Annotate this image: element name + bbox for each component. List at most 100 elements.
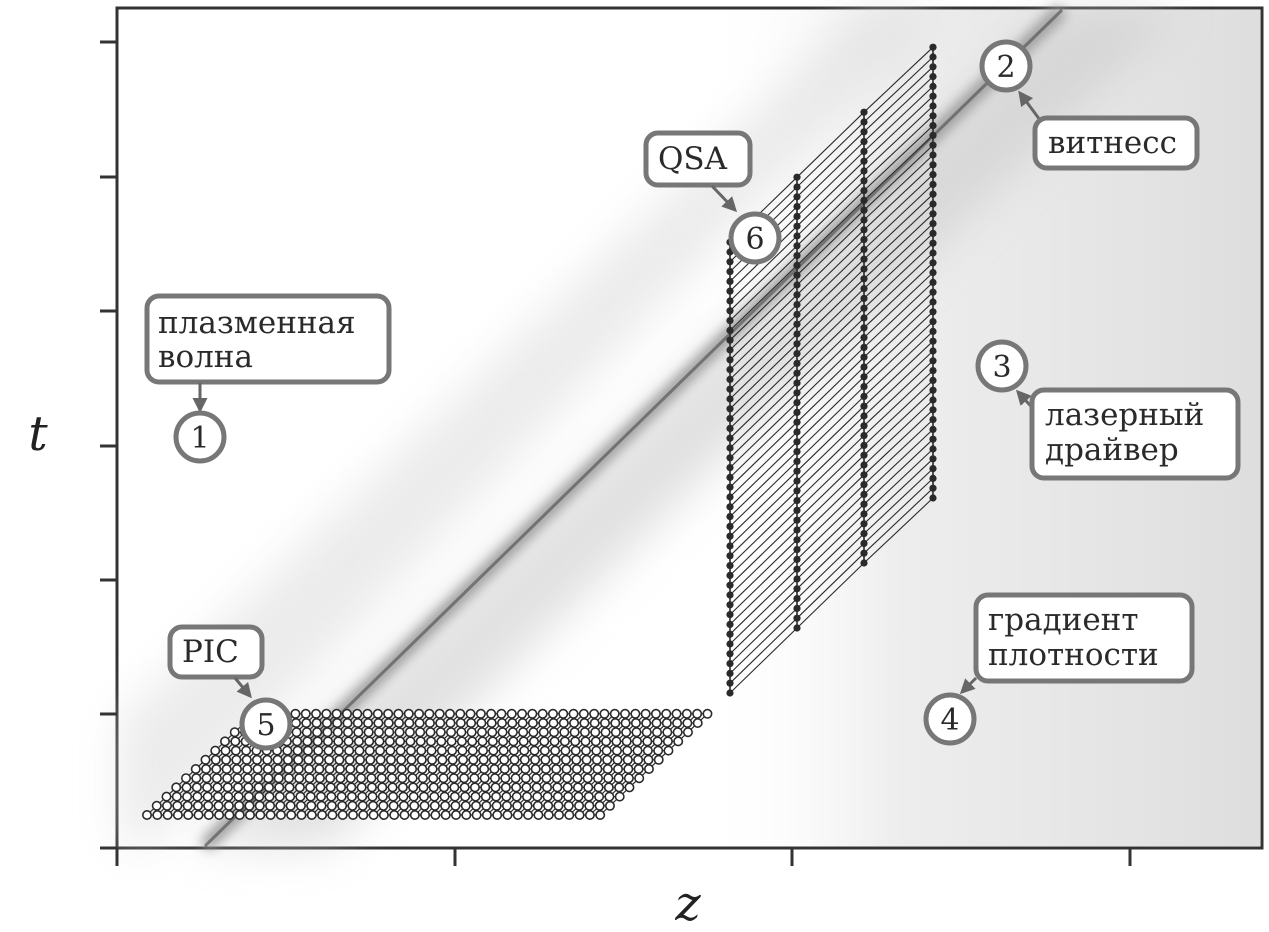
qsa-hatch-line xyxy=(863,76,934,143)
pic-node xyxy=(335,773,346,784)
qsa-grid xyxy=(726,43,937,697)
qsa-hatch-line xyxy=(729,617,798,684)
pic-node xyxy=(306,800,317,811)
pic-node xyxy=(409,800,420,811)
qsa-node xyxy=(929,386,937,394)
svg-text:2: 2 xyxy=(996,50,1015,85)
qsa-node xyxy=(929,298,937,306)
pic-node xyxy=(468,763,479,774)
pic-node xyxy=(290,717,301,728)
qsa-node xyxy=(929,73,937,81)
qsa-node xyxy=(726,473,734,481)
qsa-hatch-line xyxy=(729,245,798,312)
qsa-node xyxy=(929,151,937,159)
qsa-node xyxy=(929,425,937,433)
qsa-node xyxy=(726,424,734,432)
qsa-hatch-line xyxy=(796,200,865,266)
pic-node xyxy=(621,736,632,747)
pic-node xyxy=(457,754,468,765)
pic-node xyxy=(447,754,458,765)
pic-node xyxy=(623,773,634,784)
pic-node xyxy=(324,754,335,765)
qsa-hatch-line xyxy=(863,468,934,535)
qsa-hatch-line xyxy=(796,121,865,188)
pic-node xyxy=(428,773,439,784)
qsa-hatch-line xyxy=(796,425,865,492)
qsa-node xyxy=(860,481,868,489)
qsa-node xyxy=(726,356,734,364)
qsa-node xyxy=(860,363,868,371)
pic-node xyxy=(203,809,214,820)
pic-node xyxy=(405,736,416,747)
pic-node xyxy=(436,736,447,747)
pic-grid xyxy=(142,708,713,820)
qsa-node xyxy=(860,334,868,342)
laser-driver-line xyxy=(200,4,1067,852)
pic-node xyxy=(641,717,652,728)
pic-node xyxy=(553,800,564,811)
qsa-hatch-line xyxy=(796,327,865,394)
pic-node xyxy=(395,736,406,747)
pic-node xyxy=(365,754,376,765)
pic-node xyxy=(376,763,387,774)
pic-node xyxy=(430,809,441,820)
pic-node xyxy=(398,791,409,802)
qsa-hatch-line xyxy=(863,223,934,290)
pic-node xyxy=(274,791,285,802)
pic-node xyxy=(334,763,345,774)
pic-node xyxy=(643,763,654,774)
pic-node xyxy=(562,782,573,793)
qsa-hatch-line xyxy=(796,543,865,609)
pic-node xyxy=(415,736,426,747)
pic-node xyxy=(415,727,426,738)
pic-node xyxy=(500,773,511,784)
qsa-node xyxy=(860,461,868,469)
qsa-hatch-line xyxy=(863,340,934,407)
qsa-hatch-line xyxy=(863,105,934,172)
pic-node xyxy=(550,754,561,765)
pic-node xyxy=(601,745,612,756)
qsa-node xyxy=(793,595,801,603)
qsa-hatch-line xyxy=(729,294,798,361)
qsa-hatch-line xyxy=(729,314,798,380)
pic-node xyxy=(334,754,345,765)
qsa-node xyxy=(860,138,868,146)
pic-node xyxy=(253,782,264,793)
pic-node xyxy=(523,809,534,820)
pic-node xyxy=(446,727,457,738)
qsa-node xyxy=(860,422,868,430)
qsa-hatch-line xyxy=(796,523,865,590)
qsa-node xyxy=(929,239,937,247)
qsa-node xyxy=(793,310,801,318)
pic-node xyxy=(263,782,274,793)
qsa-node xyxy=(929,278,937,286)
qsa-node xyxy=(929,357,937,365)
pic-node xyxy=(313,754,324,765)
pic-node xyxy=(537,708,548,719)
pic-node xyxy=(314,763,325,774)
pic-node xyxy=(570,745,581,756)
qsa-node xyxy=(860,167,868,175)
pic-node xyxy=(396,763,407,774)
qsa-hatch-line xyxy=(796,474,865,541)
qsa-node xyxy=(929,376,937,384)
pic-node xyxy=(311,717,322,728)
pic-node xyxy=(571,763,582,774)
qsa-node xyxy=(860,520,868,528)
pic-node xyxy=(456,727,467,738)
qsa-hatch-line xyxy=(729,235,798,302)
pic-node xyxy=(532,800,543,811)
pic-node xyxy=(599,717,610,728)
qsa-node xyxy=(929,210,937,218)
pic-node xyxy=(397,773,408,784)
pic-node xyxy=(549,736,560,747)
qsa-node xyxy=(860,314,868,322)
qsa-node xyxy=(793,369,801,377)
pic-node xyxy=(572,782,583,793)
pic-node xyxy=(151,800,162,811)
qsa-node xyxy=(860,539,868,548)
pic-node xyxy=(672,727,683,738)
qsa-hatch-line xyxy=(729,372,798,439)
qsa-node xyxy=(793,193,801,201)
pic-node xyxy=(282,745,293,756)
